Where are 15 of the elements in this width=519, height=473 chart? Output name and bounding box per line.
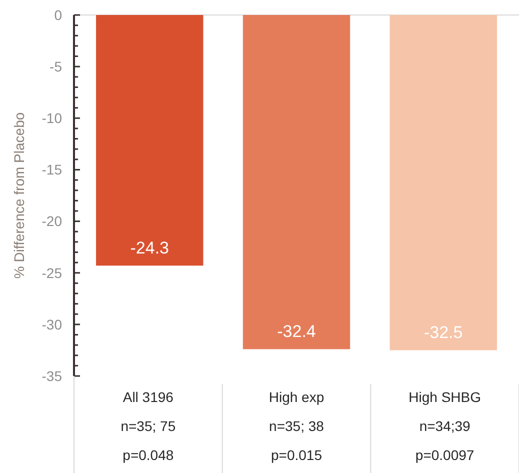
data-label: -24.3 <box>130 238 170 258</box>
x-tick-label: High exp n=35; 38 p=0.015 <box>268 389 324 463</box>
x-tick-label: High SHBG n=34;39 p=0.0097 <box>408 389 482 463</box>
y-tick-label: -10 <box>42 110 62 126</box>
data-label: -32.4 <box>277 322 316 342</box>
data-label: -32.5 <box>424 323 463 342</box>
x-tick-label: All 3196 n=35; 75 p=0.048 <box>120 389 176 463</box>
y-tick-label: -30 <box>42 316 62 332</box>
y-tick-label: -15 <box>42 162 62 178</box>
y-tick-label: -35 <box>42 368 62 384</box>
y-axis-title: % Difference from Placebo <box>11 112 27 279</box>
y-tick-label: -25 <box>42 264 62 281</box>
y-tick-label: -20 <box>42 213 62 230</box>
y-tick-label: -5 <box>50 58 62 74</box>
y-tick-label: 0 <box>54 6 62 23</box>
